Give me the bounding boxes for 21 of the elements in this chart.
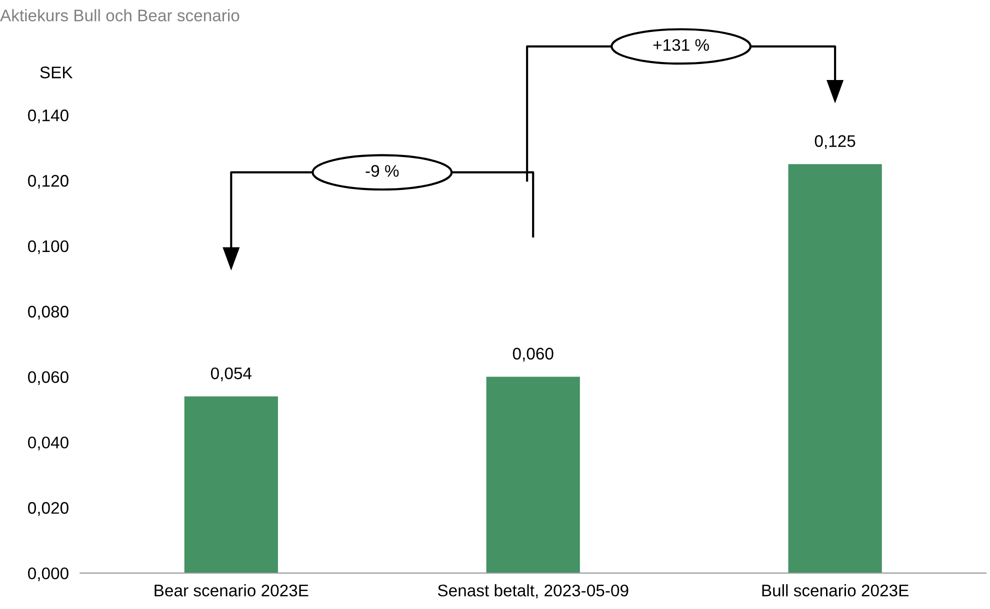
data-label: 0,125 (814, 135, 856, 149)
y-tick-label: 0,000 (28, 567, 68, 582)
y-axis-title: SEK (40, 66, 73, 78)
chart-subtitle: Aktiekurs Bull och Bear scenario (0, 9, 240, 22)
y-tick-label: 0,080 (28, 306, 68, 320)
x-tick-label: Senast betalt, 2023-05-09 (438, 584, 628, 598)
y-tick-label: 0,020 (28, 502, 68, 516)
y-tick-label: 0,100 (28, 240, 68, 254)
x-tick-label: Bull scenario 2023E (762, 584, 908, 596)
y-tick-label: 0,120 (28, 174, 68, 189)
y-tick-label: 0,060 (28, 371, 68, 385)
bar (486, 376, 580, 574)
x-tick-label: Bear scenario 2023E (154, 584, 308, 596)
data-label: 0,054 (210, 367, 252, 382)
bar (788, 164, 882, 574)
text: +131 % (653, 39, 709, 51)
y-tick-label: 0,140 (28, 110, 68, 124)
annotation: -9 % (366, 165, 399, 177)
y-tick-label: 0,040 (28, 436, 68, 450)
bar (184, 396, 278, 574)
data-label: 0,060 (512, 348, 554, 362)
